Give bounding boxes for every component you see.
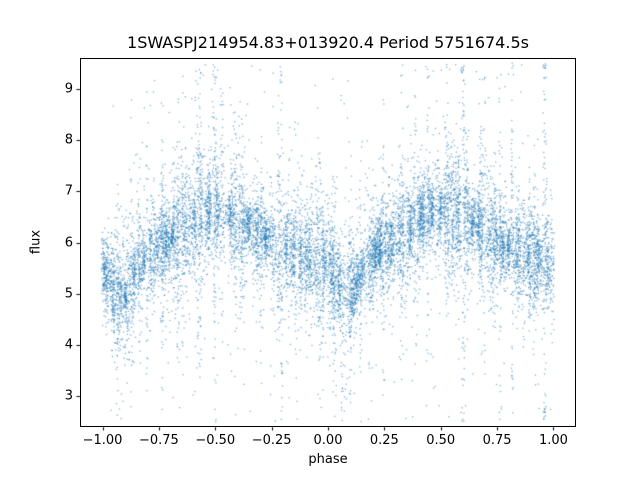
x-tick-label: 0.00 [313, 433, 343, 448]
y-tick-label: 7 [64, 183, 73, 199]
y-tick-label: 9 [64, 81, 73, 97]
y-tick-label: 6 [64, 235, 73, 250]
x-tick-label: −0.75 [138, 433, 179, 448]
y-axis-label: flux [28, 229, 44, 255]
y-tick-label: 8 [64, 132, 73, 148]
x-tick-label: 1.00 [538, 433, 568, 448]
y-tick-label: 3 [64, 388, 73, 404]
x-tick-label: 0.50 [426, 433, 456, 448]
x-tick-label: 0.75 [482, 433, 512, 448]
x-tick-label: −1.00 [82, 433, 123, 448]
x-axis-label: phase [308, 452, 348, 467]
x-tick-label: −0.50 [195, 433, 236, 448]
y-tick-label: 5 [64, 286, 73, 302]
x-tick-label: 0.25 [369, 433, 399, 448]
y-tick-label: 4 [64, 337, 73, 353]
x-tick-label: −0.25 [251, 433, 292, 448]
